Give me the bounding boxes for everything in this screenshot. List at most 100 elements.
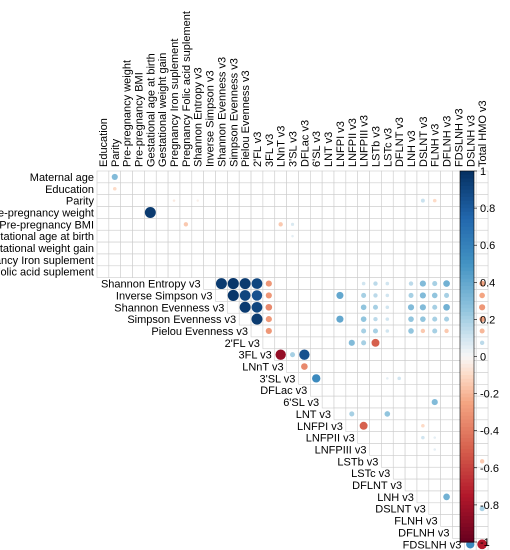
column-label: Pre-pregnancy BMI: [133, 72, 145, 167]
correlation-circle: [431, 292, 438, 299]
grid-cell: [416, 170, 430, 184]
grid-cell: [132, 218, 145, 231]
grid-cell: [108, 241, 121, 255]
grid-cell: [345, 194, 359, 207]
correlation-circle: [301, 363, 308, 370]
row-label: Pre-pregnancy BMI: [0, 219, 94, 231]
grid-cell: [428, 372, 441, 385]
grid-cell: [286, 277, 299, 290]
colorbar: 1 0.8 0.6 0.4 0.2 0 -0.2 -0.4 -0.6 -0.8 -1: [459, 166, 499, 549]
grid-cell: [416, 490, 430, 504]
row-labels: Maternal ageEducationParityPre-pregnancy…: [0, 172, 461, 550]
colorbar-step: [460, 408, 474, 413]
grid-cell: [392, 383, 406, 397]
grid-cell: [381, 241, 394, 255]
grid-cell: [345, 182, 359, 196]
colorbar-step: [460, 493, 474, 499]
colorbar-step: [460, 375, 474, 380]
grid-cell: [357, 206, 370, 219]
grid-cell: [238, 241, 252, 255]
grid-cell: [416, 229, 430, 243]
colorbar-step: [460, 534, 474, 539]
grid-cell: [298, 372, 311, 385]
grid-cell: [440, 218, 453, 231]
grid-cell: [286, 360, 299, 373]
grid-cell: [321, 265, 335, 278]
grid-cell: [96, 229, 110, 243]
row-label: Inverse Simpson v3: [116, 290, 213, 302]
grid-cell: [345, 348, 359, 361]
row-label: Pregnancy Folic acid suplement: [0, 267, 94, 279]
grid-cell: [179, 206, 193, 219]
grid-cell: [144, 229, 157, 243]
grid-cell: [155, 206, 169, 219]
correlation-circle: [360, 316, 367, 322]
row-label: LNnT v3: [242, 362, 283, 374]
grid-cell: [144, 182, 157, 196]
grid-cell: [191, 241, 204, 255]
correlation-circle: [421, 424, 425, 428]
grid-cell: [274, 324, 287, 338]
grid-cell: [215, 253, 228, 267]
grid-cell: [321, 170, 335, 184]
grid-cell: [108, 253, 121, 267]
grid-cell: [321, 182, 335, 196]
grid-cell: [333, 206, 347, 219]
grid-cell: [286, 301, 299, 314]
grid-cell: [274, 194, 287, 207]
grid-cell: [440, 383, 453, 397]
colorbar-step: [460, 467, 474, 473]
grid-cell: [155, 265, 169, 278]
colorbar-tick-label: -0.6: [480, 463, 499, 475]
colorbar-step: [460, 193, 474, 198]
grid-cell: [108, 265, 121, 278]
row-label: Gestational age at birth: [0, 231, 94, 243]
column-label: LSTc v3: [382, 128, 394, 167]
colorbar-step: [460, 412, 474, 417]
grid-cell: [167, 253, 181, 267]
colorbar-step: [460, 504, 474, 510]
grid-cell: [309, 229, 323, 243]
grid-cell: [428, 229, 441, 243]
grid-cell: [179, 265, 193, 278]
colorbar-step: [460, 300, 474, 306]
row-label: LNFPIII v3: [315, 444, 367, 456]
grid-cell: [440, 372, 453, 385]
correlation-circle: [373, 316, 378, 322]
correlation-circle: [227, 278, 239, 290]
colorbar-step: [460, 382, 474, 387]
correlation-circle: [373, 293, 378, 298]
colorbar-step: [460, 423, 474, 428]
grid-cell: [321, 253, 335, 267]
colorbar-step: [460, 401, 474, 406]
column-label: DFLNH v3: [442, 116, 454, 167]
grid-cell: [238, 253, 252, 267]
grid-cell: [321, 289, 335, 302]
grid-cell: [298, 218, 311, 231]
colorbar-step: [460, 378, 474, 384]
grid-cell: [286, 289, 299, 302]
colorbar-step: [460, 278, 474, 283]
column-label: LNH v3: [406, 130, 418, 167]
correlation-circle: [477, 539, 487, 550]
grid-cell: [475, 478, 489, 492]
grid-cell: [155, 241, 169, 255]
grid-cell: [357, 253, 370, 267]
correlation-circle: [420, 328, 426, 334]
grid-cell: [132, 253, 145, 267]
grid-cell: [179, 194, 193, 207]
grid-cell: [369, 206, 382, 219]
grid-cell: [392, 253, 406, 267]
grid-cell: [309, 218, 323, 231]
grid-cell: [428, 182, 441, 196]
grid-cell: [286, 336, 299, 350]
grid-cell: [262, 229, 276, 243]
grid-cell: [428, 490, 441, 504]
colorbar-step: [460, 304, 474, 309]
grid-cell: [250, 324, 264, 338]
colorbar-step: [460, 293, 474, 298]
grid-cell: [333, 336, 347, 350]
grid-cell: [475, 182, 489, 196]
grid-cell: [392, 431, 406, 444]
